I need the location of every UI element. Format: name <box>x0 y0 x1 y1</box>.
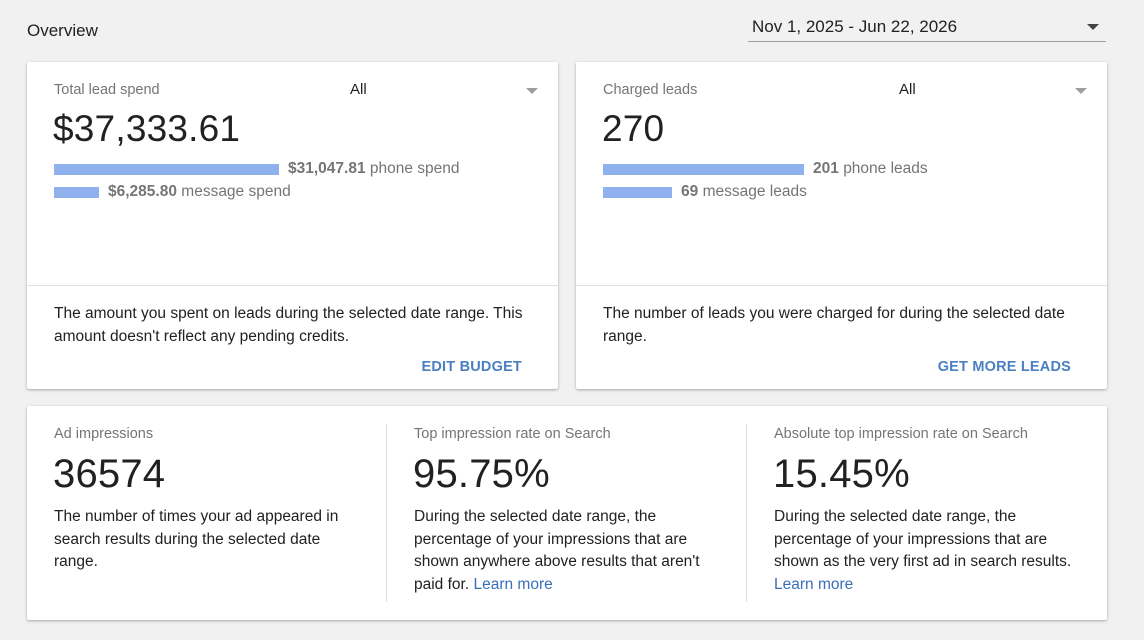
metric-label: Ad impressions <box>54 426 154 442</box>
metric-description: During the selected date range, the perc… <box>774 506 1074 596</box>
metric-description-text: During the selected date range, the perc… <box>774 508 1072 570</box>
metric-value: 95.75% <box>413 452 550 496</box>
learn-more-link[interactable]: Learn more <box>473 575 553 593</box>
charged-leads-card: Charged leads All 270 201 phone leads 69… <box>576 62 1107 389</box>
card-label: Charged leads <box>603 82 698 98</box>
vertical-divider <box>746 424 747 602</box>
charged-leads-value: 270 <box>602 108 665 149</box>
card-description: The number of leads you were charged for… <box>603 305 1065 345</box>
spend-filter-dropdown[interactable]: All <box>350 80 540 102</box>
metric-label: Absolute top impression rate on Search <box>774 426 1028 442</box>
message-leads-label: message leads <box>702 183 807 200</box>
phone-spend-label: phone spend <box>369 160 460 177</box>
metric-ad-impressions: Ad impressions 36574 The number of times… <box>27 406 387 620</box>
filter-value: All <box>899 81 916 98</box>
total-spend-value: $37,333.61 <box>53 108 241 149</box>
chevron-down-icon <box>1087 24 1099 30</box>
phone-leads-row: 201 phone leads <box>603 159 928 179</box>
card-label: Total lead spend <box>54 82 160 98</box>
metric-value: 15.45% <box>773 452 910 496</box>
divider <box>27 285 558 286</box>
message-spend-amount: $6,285.80 <box>108 183 177 200</box>
date-range-picker[interactable]: Nov 1, 2025 - Jun 22, 2026 <box>748 14 1106 42</box>
message-leads-row: 69 message leads <box>603 182 807 202</box>
metric-absolute-top-impression-rate: Absolute top impression rate on Search 1… <box>747 406 1107 620</box>
filter-value: All <box>350 81 367 98</box>
metric-description: The number of times your ad appeared in … <box>54 506 354 574</box>
phone-spend-amount: $31,047.81 <box>288 160 366 177</box>
metric-description: During the selected date range, the perc… <box>414 506 714 596</box>
metric-label: Top impression rate on Search <box>414 426 611 442</box>
metric-top-impression-rate: Top impression rate on Search 95.75% Dur… <box>387 406 747 620</box>
phone-leads-count: 201 <box>813 160 839 177</box>
page-title: Overview <box>27 21 98 40</box>
impressions-metrics-card: Ad impressions 36574 The number of times… <box>27 406 1107 620</box>
divider <box>576 285 1107 286</box>
phone-spend-row: $31,047.81 phone spend <box>54 159 460 179</box>
vertical-divider <box>386 424 387 602</box>
chevron-down-icon <box>526 88 538 94</box>
phone-leads-label: phone leads <box>843 160 928 177</box>
date-range-value: Nov 1, 2025 - Jun 22, 2026 <box>752 17 958 36</box>
message-spend-label: message spend <box>181 183 291 200</box>
metric-description-text: The number of times your ad appeared in … <box>54 508 339 570</box>
message-leads-bar <box>603 186 672 198</box>
metric-value: 36574 <box>53 452 166 496</box>
message-spend-bar <box>54 186 99 198</box>
metric-description-text: During the selected date range, the perc… <box>414 508 700 593</box>
get-more-leads-button[interactable]: GET MORE LEADS <box>937 359 1071 375</box>
edit-budget-button[interactable]: EDIT BUDGET <box>421 359 522 375</box>
phone-leads-bar <box>603 163 804 175</box>
learn-more-link[interactable]: Learn more <box>774 575 854 593</box>
chevron-down-icon <box>1075 88 1087 94</box>
message-spend-row: $6,285.80 message spend <box>54 182 291 202</box>
total-lead-spend-card: Total lead spend All $37,333.61 $31,047.… <box>27 62 558 389</box>
leads-filter-dropdown[interactable]: All <box>899 80 1089 102</box>
phone-spend-bar <box>54 163 279 175</box>
message-leads-count: 69 <box>681 183 699 200</box>
card-description: The amount you spent on leads during the… <box>54 305 523 345</box>
